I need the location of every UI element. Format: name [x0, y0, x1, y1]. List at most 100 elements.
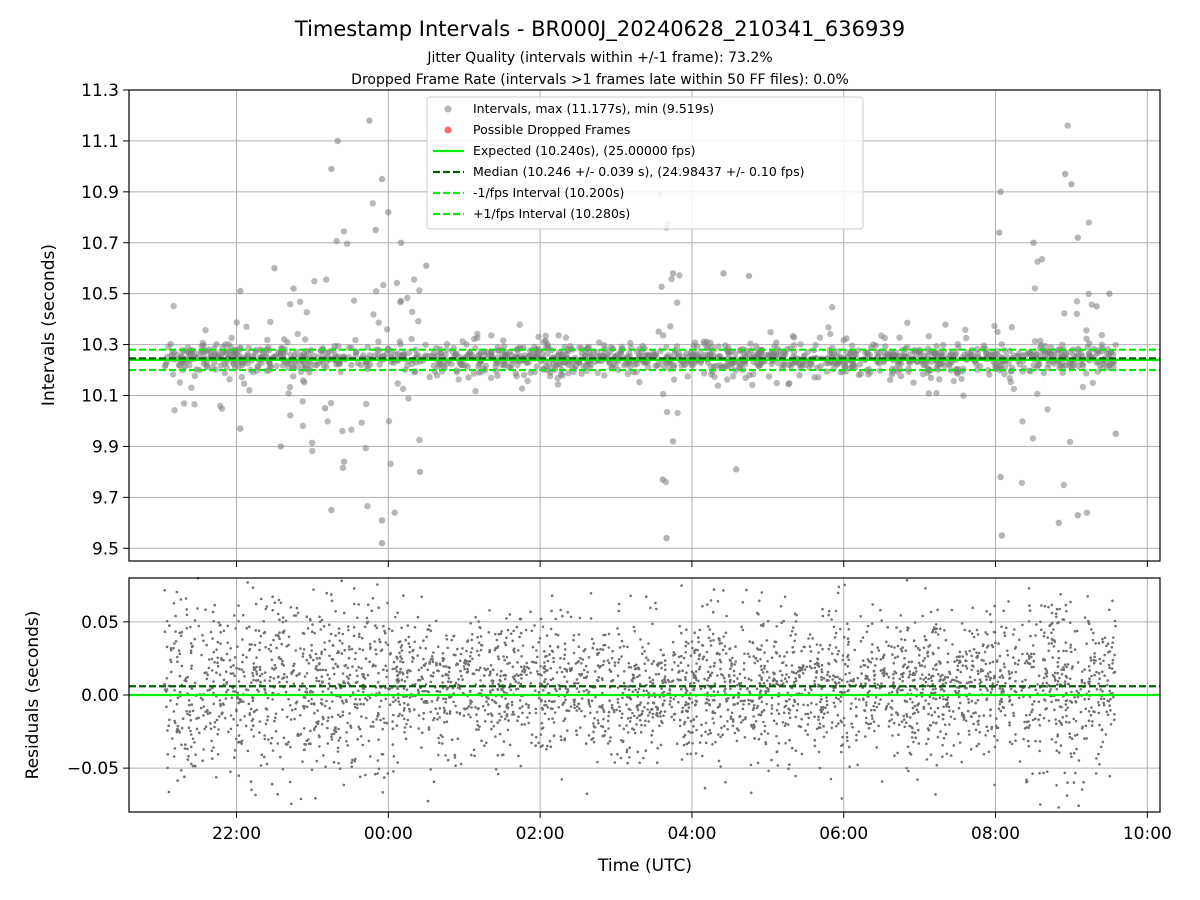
residual-point	[682, 656, 686, 660]
residual-point	[459, 762, 463, 766]
residual-point	[926, 654, 930, 658]
residual-point	[825, 696, 828, 699]
residual-point	[217, 728, 220, 731]
residual-point	[671, 640, 675, 644]
interval-point	[366, 352, 374, 359]
residual-point	[323, 704, 327, 708]
residual-point	[373, 624, 377, 627]
residual-point	[955, 676, 958, 679]
residual-point	[607, 661, 611, 665]
residual-point	[1000, 625, 1003, 628]
residual-point	[382, 717, 385, 720]
residual-point	[647, 642, 650, 645]
residual-point	[230, 696, 234, 700]
residual-point	[496, 721, 500, 724]
residual-point	[240, 739, 244, 743]
residual-point	[705, 658, 709, 662]
residual-point	[662, 714, 665, 717]
residual-point	[770, 696, 774, 700]
residual-point	[271, 749, 275, 752]
residual-point	[719, 735, 722, 739]
residual-point	[528, 711, 531, 715]
residual-point	[506, 728, 510, 732]
residual-point	[449, 680, 453, 684]
residual-point	[1008, 723, 1011, 727]
residual-point	[1087, 690, 1091, 693]
residual-point	[558, 666, 562, 669]
residual-point	[806, 733, 809, 736]
residual-point	[1077, 759, 1081, 762]
residual-point	[176, 779, 179, 782]
residual-point	[429, 680, 433, 684]
intervals-y-tick-label: 9.5	[92, 539, 119, 559]
residual-point	[756, 659, 759, 663]
interval-point	[1086, 340, 1093, 347]
residual-point	[500, 669, 503, 673]
residual-point	[842, 724, 846, 727]
residual-point	[826, 670, 830, 674]
residual-point	[1057, 806, 1060, 809]
residual-point	[1097, 641, 1101, 645]
residual-point	[500, 715, 503, 718]
residual-point	[917, 702, 921, 705]
residual-point	[187, 726, 191, 729]
residual-point	[607, 710, 611, 714]
residual-point	[309, 689, 313, 693]
residual-point	[684, 676, 687, 679]
residual-point	[353, 705, 357, 709]
residual-point	[275, 646, 278, 650]
residual-point	[251, 696, 255, 700]
residual-point	[496, 772, 500, 776]
residual-point	[754, 720, 758, 723]
residual-point	[752, 706, 756, 710]
residual-point	[589, 617, 593, 620]
residual-point	[572, 651, 576, 655]
residual-point	[733, 731, 737, 735]
residual-point	[396, 696, 400, 700]
interval-point	[404, 294, 411, 302]
residual-point	[536, 655, 539, 659]
interval-point	[645, 352, 652, 359]
residual-point	[685, 671, 688, 674]
residual-point	[1039, 803, 1042, 806]
residual-point	[637, 666, 640, 669]
residual-point	[1037, 700, 1041, 704]
interval-point	[997, 188, 1004, 195]
residual-point	[544, 655, 547, 658]
interval-point	[594, 369, 601, 376]
residual-point	[775, 750, 779, 753]
interval-point	[433, 372, 441, 379]
interval-point	[492, 360, 499, 367]
residual-point	[327, 687, 330, 690]
interval-point	[171, 407, 178, 414]
residual-point	[796, 703, 800, 706]
interval-point	[513, 346, 521, 353]
interval-point	[518, 385, 526, 392]
residual-point	[207, 658, 211, 661]
residual-point	[934, 627, 937, 631]
interval-point	[542, 332, 549, 339]
residual-point	[839, 627, 842, 631]
residual-point	[477, 728, 481, 731]
residual-point	[745, 588, 748, 592]
residual-point	[251, 699, 255, 703]
residual-point	[807, 716, 810, 720]
residual-point	[840, 750, 843, 754]
residual-point	[221, 702, 225, 705]
residual-point	[408, 696, 412, 699]
residual-point	[873, 674, 876, 677]
legend: Intervals, max (11.177s), min (9.519s) P…	[426, 96, 864, 230]
residual-point	[690, 640, 694, 643]
residual-point	[470, 647, 474, 650]
interval-point	[279, 362, 287, 369]
residual-point	[510, 703, 514, 707]
residual-point	[533, 624, 536, 627]
residual-point	[322, 717, 325, 721]
residual-point	[1045, 675, 1049, 678]
residual-point	[564, 648, 567, 651]
residual-point	[928, 644, 932, 647]
interval-point	[542, 337, 549, 345]
residual-point	[927, 673, 931, 676]
residual-point	[989, 708, 992, 711]
residual-point	[987, 750, 991, 754]
